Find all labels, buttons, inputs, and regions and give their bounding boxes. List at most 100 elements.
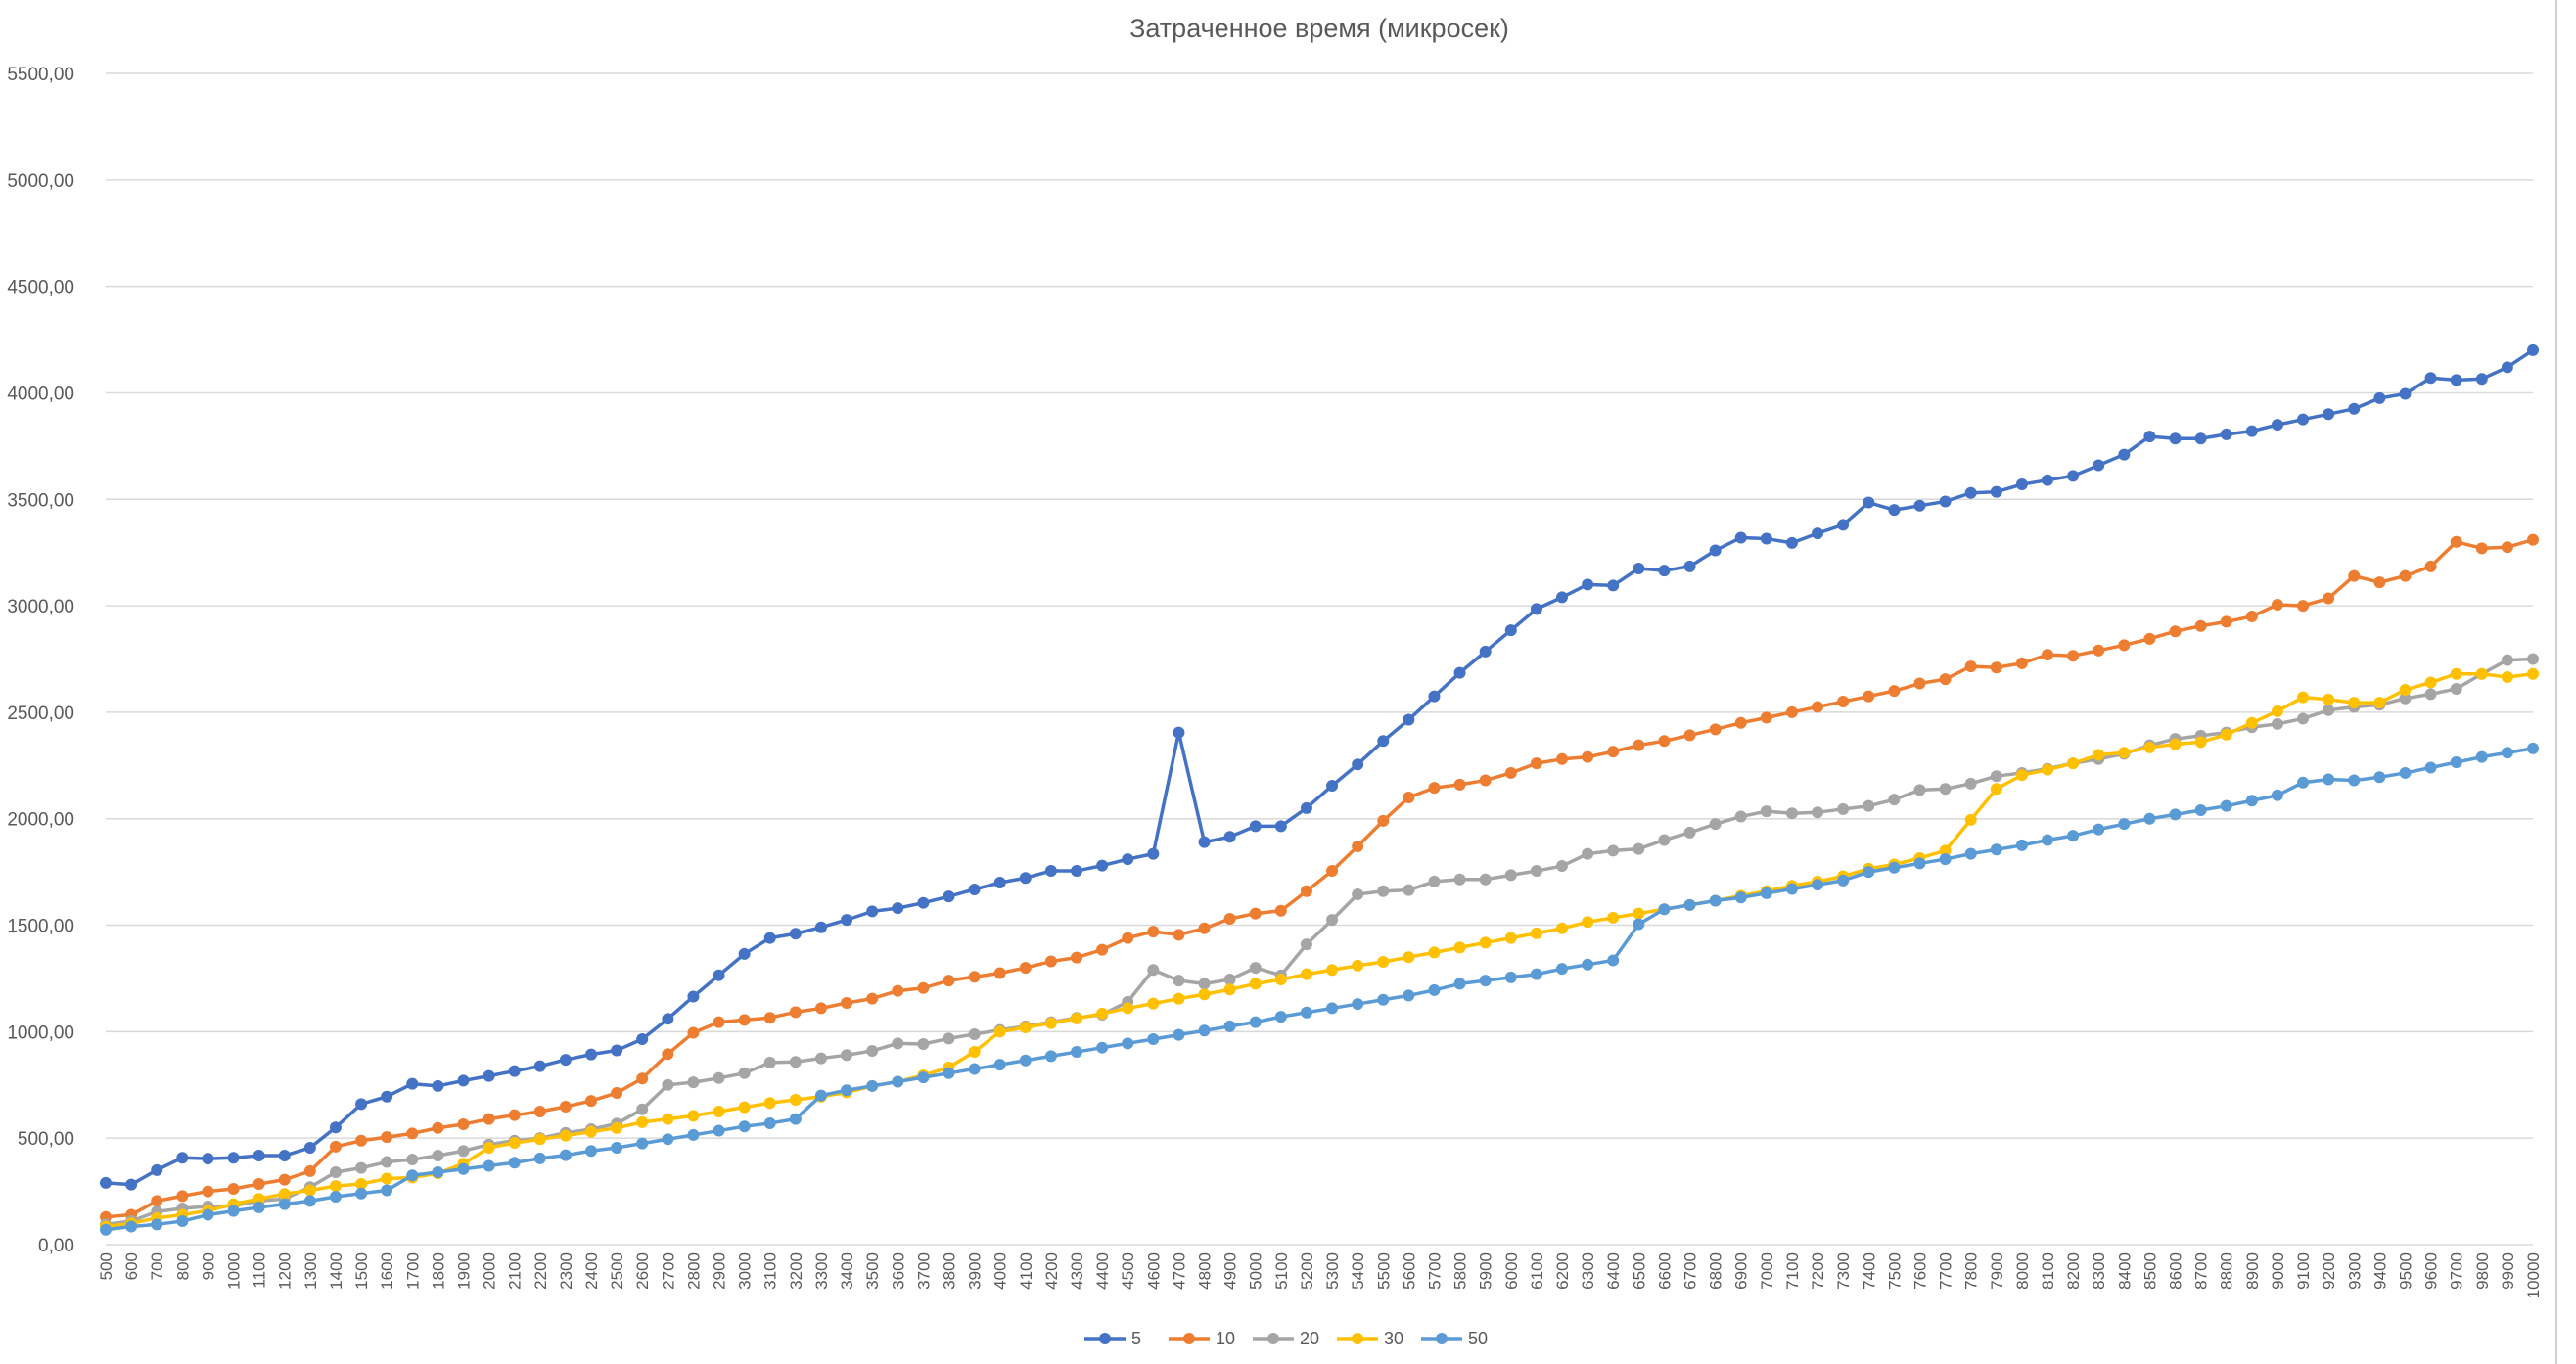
x-tick-label: 4100 [1017,1252,1035,1290]
data-point [1939,673,1952,686]
data-point [533,1060,546,1072]
data-point [1147,1032,1160,1045]
x-tick-label: 2100 [506,1252,525,1290]
data-point [1453,978,1466,990]
x-tick-label: 9600 [2422,1252,2441,1290]
series-5 [100,343,2539,1191]
data-point [2399,692,2412,705]
data-point [2093,459,2105,472]
data-point [1633,842,1645,855]
data-point [1377,955,1390,968]
data-point [2271,419,2283,432]
data-point [381,1090,393,1103]
x-tick-label: 7300 [1834,1252,1853,1290]
data-point [841,914,853,927]
legend-swatch-marker [1352,1333,1363,1344]
data-point [968,1063,981,1075]
data-point [1122,1037,1134,1050]
data-point [151,1163,163,1176]
legend-swatch-marker [1183,1333,1195,1344]
data-point [687,1026,700,1039]
data-point [303,1164,316,1177]
data-point [508,1065,521,1077]
data-point [1863,496,1875,509]
data-point [2042,649,2053,661]
data-point [1530,968,1542,980]
x-tick-label: 9000 [2269,1252,2287,1290]
data-point [1300,801,1312,814]
data-point [2475,542,2488,555]
x-tick-label: 5300 [1323,1252,1342,1290]
data-point [738,947,751,960]
data-point [406,1127,419,1140]
data-point [559,1149,572,1161]
data-point [1990,485,2002,498]
x-tick-label: 7900 [1988,1252,2006,1290]
data-point [1044,1050,1057,1063]
data-point [968,1027,981,1040]
data-point [1683,729,1696,742]
x-tick-label: 4000 [991,1252,1010,1290]
data-point [1479,975,1492,987]
data-point [2220,799,2232,812]
x-tick-label: 4200 [1042,1252,1061,1290]
x-tick-label: 6900 [1732,1252,1751,1290]
x-tick-label: 3200 [787,1252,805,1290]
data-point [1223,831,1236,843]
data-point [2475,750,2488,763]
data-point [2424,560,2437,572]
x-tick-label: 1900 [454,1252,473,1290]
data-point [2169,432,2182,445]
data-point [202,1153,214,1165]
x-tick-label: 5400 [1349,1252,1367,1290]
data-point [2220,428,2232,440]
x-tick-label: 1000 [225,1252,244,1290]
data-point [713,1105,725,1117]
data-point [2323,408,2335,421]
data-point [2527,533,2539,546]
data-point [1633,739,1645,751]
data-point [2475,667,2488,680]
data-point [381,1131,393,1144]
x-tick-label: 4400 [1093,1252,1112,1290]
x-tick-label: 800 [173,1252,192,1280]
data-point [2501,361,2513,374]
data-point [2067,650,2080,662]
data-point [2323,592,2335,605]
data-point [1888,504,1901,517]
x-tick-label: 7700 [1937,1252,1955,1290]
x-tick-label: 6200 [1553,1252,1572,1290]
data-point [1990,661,2002,674]
data-point [1785,807,1798,820]
data-point [533,1133,546,1146]
data-point [2220,615,2232,628]
data-point [1658,565,1671,577]
data-point [483,1141,495,1154]
data-point [2093,823,2105,836]
data-point [611,1121,623,1134]
data-point [1658,735,1671,748]
data-point [253,1201,265,1213]
data-point [559,1129,572,1142]
data-point [687,990,700,1003]
x-tick-label: 3700 [914,1252,933,1290]
x-tick-label: 9900 [2499,1252,2517,1290]
data-point [381,1184,393,1197]
data-point [1453,666,1466,679]
x-tick-label: 2000 [481,1252,499,1290]
data-point [1428,875,1441,887]
data-point [662,1113,674,1125]
data-point [892,1075,904,1088]
y-tick-label: 3000,00 [7,597,74,617]
data-point [303,1184,316,1197]
data-point [636,1115,649,1128]
data-point [278,1188,291,1201]
data-point [1658,903,1671,916]
data-point [1709,544,1722,557]
data-point [1403,884,1415,896]
data-point [1352,887,1364,900]
x-tick-label: 2200 [531,1252,550,1290]
data-point [1863,799,1875,812]
data-point [2450,667,2462,680]
data-point [1760,532,1772,545]
